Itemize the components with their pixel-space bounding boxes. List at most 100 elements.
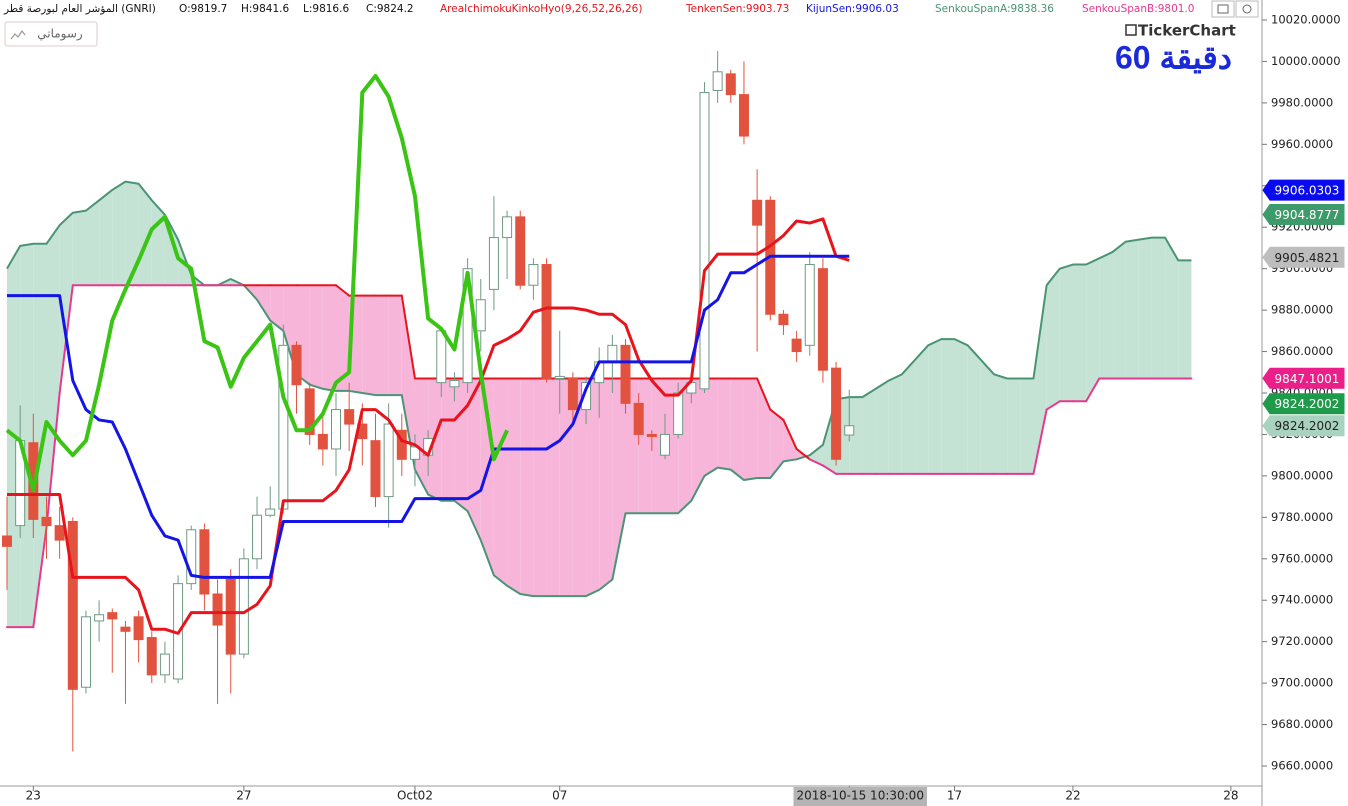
plot-area <box>2 51 1193 752</box>
cloud-segment <box>783 419 797 462</box>
candle-body <box>2 535 12 547</box>
cloud-segment <box>441 378 455 501</box>
candle-body <box>212 593 223 626</box>
y-tick-label: 10020.0000 <box>1271 12 1341 26</box>
y-tick-label: 9780.0000 <box>1271 510 1333 524</box>
cloud-segment <box>1125 239 1139 379</box>
cloud-segment <box>112 181 126 286</box>
cloud-segment <box>138 183 152 286</box>
price-tag <box>1262 393 1345 415</box>
candle-body <box>791 338 802 353</box>
cloud-segment <box>1099 252 1113 379</box>
cloud-segment <box>59 212 73 393</box>
cloud-segment <box>414 378 429 495</box>
ohlc-open: O:9819.7 <box>179 3 227 15</box>
candle-body <box>738 94 749 137</box>
axes: 9660.0000 9680.0000 9700.0000 9720.0000 9740… <box>26 12 1345 806</box>
window-icon <box>1242 4 1252 14</box>
candle-body <box>409 446 420 460</box>
candle-body <box>67 520 78 690</box>
window-icon <box>1217 4 1229 14</box>
candle-body <box>699 92 710 390</box>
cloud-segment <box>901 359 916 474</box>
candle-body <box>436 330 447 384</box>
price-tag-label: 9824.2002 <box>1275 397 1340 411</box>
candle-body <box>646 433 657 438</box>
y-tick-label: 9680.0000 <box>1271 717 1333 731</box>
button-icon <box>10 29 26 40</box>
x-tick-label: 07 <box>552 789 567 803</box>
indicator-line <box>5 73 509 493</box>
x-tick-label: 27 <box>236 789 251 803</box>
cloud-segment <box>994 374 1008 474</box>
price-tag <box>1262 415 1345 437</box>
candle-body <box>752 199 763 226</box>
legend-entry: SenkouSpanA:9838.36 <box>935 3 1054 15</box>
indicator-line-segment <box>1045 400 1061 411</box>
cloud-segment <box>85 200 100 286</box>
candle-body <box>186 529 197 585</box>
indicator-line <box>7 217 850 635</box>
cloud-segment <box>362 295 376 396</box>
cloud-segment <box>507 378 521 595</box>
candle-body <box>449 380 460 388</box>
window-button[interactable] <box>1211 0 1235 18</box>
indicator: AreaIchimokuKinkoHyo(9,26,52,26,26) <box>440 3 642 15</box>
cloud-segment <box>72 210 86 286</box>
button-frame[interactable] <box>4 21 98 47</box>
candle-body <box>673 392 684 435</box>
cloud-segment <box>1138 237 1152 379</box>
candle-body <box>54 525 65 541</box>
window-button[interactable] <box>1235 0 1259 18</box>
indicator-line-segment <box>45 392 61 529</box>
indicator-line-segment <box>795 447 811 461</box>
cloud-segment <box>33 243 47 628</box>
button-label[interactable]: رسوماتي <box>37 27 83 42</box>
candle-body <box>488 237 499 290</box>
cloud-segment <box>546 378 560 597</box>
cloud-segment <box>770 409 784 478</box>
cloud-segment <box>849 397 863 474</box>
y-tick-label: 10000.0000 <box>1271 54 1341 68</box>
x-tick-label: 17 <box>947 789 962 803</box>
x-tick-label: 2018-10-15 10:30:00 <box>797 789 924 803</box>
price-tag <box>1262 179 1345 201</box>
indicator-line-segment <box>32 526 48 629</box>
candle-body <box>528 264 539 286</box>
cloud-segment <box>388 295 402 396</box>
logo-icon <box>1125 24 1137 36</box>
candle-body <box>291 344 302 386</box>
candle-body <box>146 637 157 676</box>
candle-body <box>778 313 789 326</box>
price-tag <box>1262 246 1345 268</box>
legend-entry: TenkenSen:9903.73 <box>685 3 789 15</box>
candle-body <box>199 529 210 595</box>
y-tick-label: 9660.0000 <box>1271 759 1333 773</box>
cloud-segment <box>1178 260 1192 379</box>
y-tick-label: 9720.0000 <box>1271 634 1333 648</box>
indicator-line-segment <box>400 294 416 380</box>
y-tick-label: 9740.0000 <box>1271 593 1333 607</box>
ohlc-low: L:9816.6 <box>303 3 349 15</box>
cloud-segment <box>1112 241 1126 379</box>
price-tag-label: 9906.0303 <box>1275 184 1340 198</box>
cloud-segment <box>99 189 113 286</box>
y-tick-label: 9860.0000 <box>1271 344 1333 358</box>
price-tag-label: 9904.8777 <box>1275 208 1340 222</box>
cloud-segment <box>20 243 34 628</box>
cloud-segment <box>888 374 902 474</box>
y-tick-label: 9800.0000 <box>1271 468 1333 482</box>
candle-body <box>304 388 315 435</box>
indicator-line <box>7 254 850 579</box>
drawings-button[interactable]: رسوماتي <box>4 21 98 47</box>
indicator-line-segment <box>335 284 351 297</box>
candle-body <box>660 433 670 456</box>
cloud-segment <box>1007 378 1021 474</box>
candle-body <box>620 344 631 404</box>
cloud-segment <box>493 378 508 586</box>
candle-body <box>252 514 263 560</box>
x-tick-label: 22 <box>1065 789 1080 803</box>
cloud-segment <box>954 339 968 474</box>
candle-body <box>502 216 513 239</box>
cloud-segment <box>533 378 547 597</box>
